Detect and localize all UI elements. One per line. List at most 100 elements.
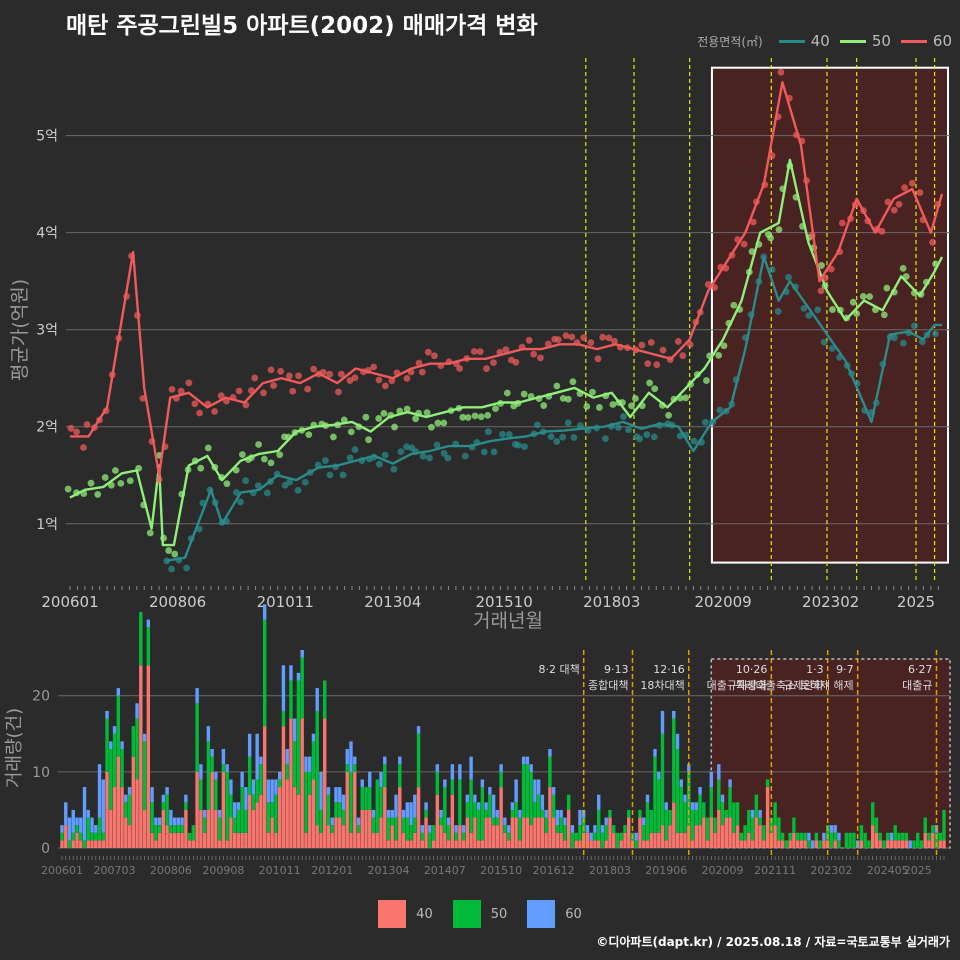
bar-50 <box>717 779 721 810</box>
bar-40 <box>221 771 226 848</box>
bar-50 <box>206 741 211 810</box>
data-point-50 <box>569 378 577 386</box>
bar-60 <box>510 802 515 810</box>
bar-60 <box>653 749 657 757</box>
data-point-40 <box>433 441 441 449</box>
bar-40 <box>236 832 241 848</box>
bar-50 <box>893 825 897 841</box>
bar-40 <box>232 832 237 848</box>
legend-key-40 <box>778 39 805 43</box>
data-point-50 <box>883 284 891 292</box>
data-point-50 <box>477 413 485 421</box>
bar-50 <box>574 832 578 841</box>
bar-40 <box>424 817 428 848</box>
bar-50 <box>653 756 657 833</box>
bar-50 <box>649 809 653 833</box>
bar-40 <box>251 809 256 848</box>
bar-50 <box>86 817 90 841</box>
bar-50 <box>334 802 338 818</box>
bar-60 <box>225 764 229 772</box>
bar-60 <box>64 802 68 826</box>
legend-item-60: 60 <box>900 32 952 50</box>
bar-40 <box>191 840 196 848</box>
legend-title: 전용면적(㎡) <box>697 34 763 49</box>
data-point-60 <box>430 352 438 360</box>
data-point-40 <box>286 478 293 486</box>
bar-40 <box>563 840 567 848</box>
bar-60 <box>315 688 319 711</box>
y-tick-label-bottom: 20 <box>32 689 50 705</box>
bar-60 <box>311 733 316 742</box>
bar-60 <box>180 817 184 826</box>
bar-60 <box>690 802 695 810</box>
bar-60 <box>308 756 312 772</box>
bar-50 <box>450 779 455 795</box>
bar-60 <box>683 794 687 803</box>
bar-50 <box>514 802 518 818</box>
bar-40 <box>627 817 631 848</box>
bar-50 <box>386 817 391 841</box>
bar-60 <box>214 771 218 780</box>
bar-50 <box>694 809 698 826</box>
bar-40 <box>150 832 154 848</box>
bar-50 <box>882 840 886 848</box>
bar-50 <box>904 832 909 841</box>
bar-50 <box>491 817 496 826</box>
bar-60 <box>540 794 545 810</box>
data-point-60 <box>456 365 463 372</box>
bar-40 <box>473 817 477 848</box>
data-point-50 <box>375 415 383 422</box>
bar-60 <box>341 794 346 810</box>
bar-50 <box>165 794 169 826</box>
data-point-40 <box>444 454 452 462</box>
data-point-60 <box>537 354 544 362</box>
bar-legend-label-40: 40 <box>416 906 433 922</box>
bar-50 <box>405 817 409 841</box>
data-point-60 <box>177 387 185 395</box>
data-point-40 <box>440 450 448 457</box>
x-tick-label: 201510 <box>476 593 533 611</box>
bar-50 <box>510 809 515 818</box>
bar-50 <box>195 703 199 772</box>
bar-40 <box>495 825 500 848</box>
data-point-40 <box>577 422 584 430</box>
bar-40 <box>465 817 470 848</box>
bar-50 <box>79 832 83 841</box>
data-point-60 <box>929 238 936 246</box>
bar-50 <box>240 787 244 833</box>
data-point-60 <box>80 444 87 451</box>
bar-60 <box>597 794 601 810</box>
bar-50 <box>338 802 342 818</box>
data-point-60 <box>310 365 318 373</box>
data-point-40 <box>774 308 782 315</box>
bar-40 <box>608 817 612 848</box>
bar-40 <box>878 840 882 848</box>
bar-60 <box>383 756 387 765</box>
bar-40 <box>353 771 357 848</box>
bar-50 <box>634 840 638 848</box>
bar-40 <box>540 817 545 848</box>
bar-50 <box>931 825 935 833</box>
data-point-60 <box>644 360 652 368</box>
data-point-50 <box>362 413 370 421</box>
bar-60 <box>116 688 120 696</box>
data-point-60 <box>381 382 389 390</box>
data-point-40 <box>768 266 776 273</box>
bar-50 <box>874 817 879 833</box>
bar-40 <box>255 802 259 848</box>
bar-60 <box>326 787 331 795</box>
bar-40 <box>619 840 623 848</box>
bar-40 <box>874 832 879 848</box>
bar-50 <box>690 809 695 841</box>
bar-60 <box>450 764 455 780</box>
bar-50 <box>210 756 214 772</box>
bar-40 <box>446 840 451 848</box>
bar-60 <box>202 809 207 818</box>
bar-40 <box>870 825 875 848</box>
bar-50 <box>383 764 387 788</box>
bar-40 <box>927 840 931 848</box>
data-point-40 <box>643 431 651 439</box>
bar-legend-label-50: 50 <box>490 906 508 922</box>
legend-label-40: 40 <box>810 32 830 50</box>
bar-40 <box>638 817 642 848</box>
